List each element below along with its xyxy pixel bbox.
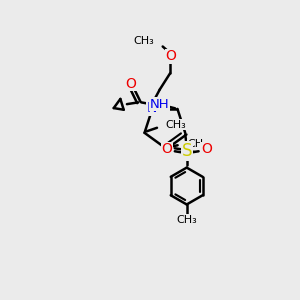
Text: O: O — [125, 76, 136, 91]
Text: N: N — [146, 101, 157, 115]
Text: CH₃: CH₃ — [134, 36, 154, 46]
Text: O: O — [165, 49, 176, 63]
Text: O: O — [201, 142, 212, 157]
Text: NH: NH — [150, 98, 169, 111]
Text: CH₃: CH₃ — [176, 215, 197, 225]
Text: S: S — [182, 142, 192, 160]
Text: CH₃: CH₃ — [188, 140, 208, 149]
Text: CH₃: CH₃ — [165, 120, 186, 130]
Text: O: O — [162, 142, 172, 157]
